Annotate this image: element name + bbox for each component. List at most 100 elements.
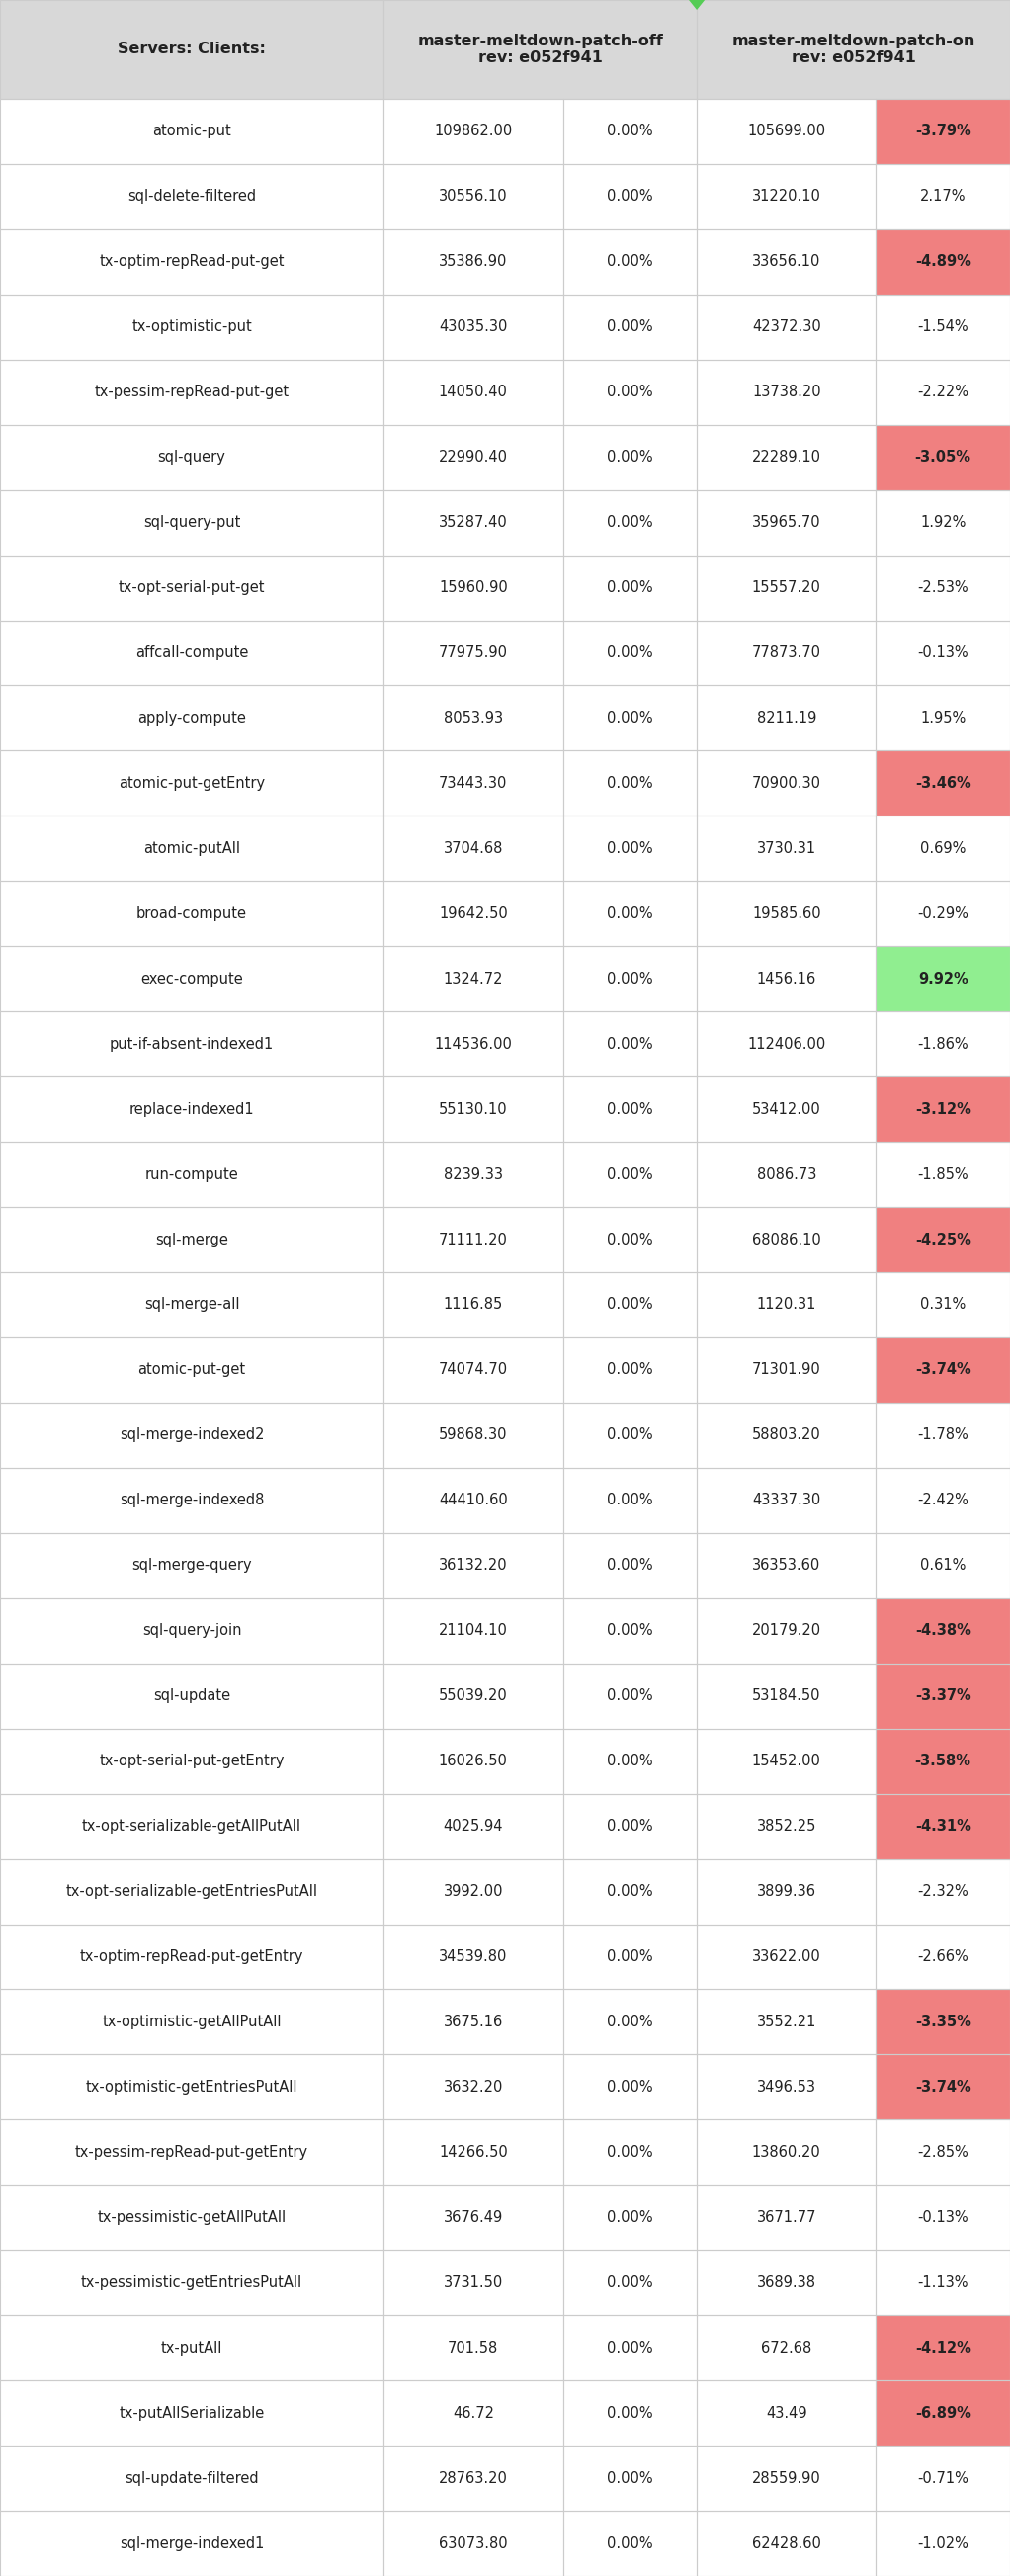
Text: 1456.16: 1456.16 <box>756 971 816 987</box>
Bar <box>563 1273 697 1337</box>
Bar <box>384 165 563 229</box>
Text: -1.13%: -1.13% <box>918 2275 969 2290</box>
Bar <box>563 1728 697 1793</box>
Bar <box>697 1468 876 1533</box>
Bar <box>563 1401 697 1468</box>
Text: 36132.20: 36132.20 <box>438 1558 508 1574</box>
Bar <box>697 1468 876 1533</box>
Bar <box>563 685 697 750</box>
Bar <box>563 1012 697 1077</box>
Bar <box>0 229 384 294</box>
Bar <box>384 2445 563 2512</box>
Text: 4025.94: 4025.94 <box>443 1819 503 1834</box>
Bar <box>876 1924 1010 1989</box>
Text: 0.00%: 0.00% <box>607 711 652 726</box>
Text: -4.25%: -4.25% <box>915 1231 972 1247</box>
Bar <box>697 685 876 750</box>
Bar <box>563 945 697 1012</box>
Bar <box>876 2445 1010 2512</box>
Bar <box>563 489 697 554</box>
Bar <box>563 1597 697 1664</box>
Bar <box>697 2316 876 2380</box>
Text: -1.78%: -1.78% <box>917 1427 969 1443</box>
Bar <box>876 1401 1010 1468</box>
Bar <box>876 1989 1010 2056</box>
Polygon shape <box>689 0 705 10</box>
Bar <box>563 1793 697 1860</box>
Text: tx-opt-serializable-getAllPutAll: tx-opt-serializable-getAllPutAll <box>82 1819 301 1834</box>
Bar <box>0 750 384 817</box>
Bar <box>563 621 697 685</box>
Text: 43.49: 43.49 <box>766 2406 807 2421</box>
Bar <box>384 1273 563 1337</box>
Text: 0.00%: 0.00% <box>607 2079 652 2094</box>
Bar <box>384 165 563 229</box>
Bar <box>563 425 697 489</box>
Bar <box>876 621 1010 685</box>
Bar <box>563 1664 697 1728</box>
Text: 30556.10: 30556.10 <box>438 188 508 204</box>
Bar <box>384 229 563 294</box>
Bar <box>0 1273 384 1337</box>
Text: 43035.30: 43035.30 <box>439 319 507 335</box>
Bar <box>563 1533 697 1597</box>
Text: 44410.60: 44410.60 <box>438 1494 508 1507</box>
Bar <box>697 1989 876 2056</box>
Bar <box>697 2249 876 2316</box>
Text: 701.58: 701.58 <box>447 2342 499 2354</box>
Text: 8211.19: 8211.19 <box>756 711 816 726</box>
Text: -2.42%: -2.42% <box>917 1494 969 1507</box>
Bar <box>876 1141 1010 1208</box>
Text: -0.13%: -0.13% <box>917 2210 969 2226</box>
Text: 8086.73: 8086.73 <box>756 1167 816 1182</box>
Bar <box>384 2184 563 2249</box>
Bar <box>697 817 876 881</box>
Bar <box>563 1337 697 1401</box>
Text: 1.95%: 1.95% <box>920 711 966 726</box>
Bar <box>0 2120 384 2184</box>
Bar <box>563 1924 697 1989</box>
Text: tx-opt-serial-put-getEntry: tx-opt-serial-put-getEntry <box>99 1754 285 1770</box>
Bar <box>563 881 697 945</box>
Bar <box>876 489 1010 554</box>
Text: sql-merge-all: sql-merge-all <box>144 1298 239 1311</box>
Bar <box>697 1924 876 1989</box>
Text: -3.37%: -3.37% <box>915 1687 971 1703</box>
Bar <box>384 489 563 554</box>
Bar <box>876 2249 1010 2316</box>
Bar <box>697 1208 876 1273</box>
Bar <box>384 945 563 1012</box>
Text: -2.22%: -2.22% <box>917 384 969 399</box>
Bar <box>876 817 1010 881</box>
Text: 13738.20: 13738.20 <box>752 384 821 399</box>
Text: 0.00%: 0.00% <box>607 2406 652 2421</box>
Bar <box>876 750 1010 817</box>
Text: 0.00%: 0.00% <box>607 1167 652 1182</box>
Text: -0.71%: -0.71% <box>917 2470 969 2486</box>
Bar <box>876 817 1010 881</box>
Bar <box>0 229 384 294</box>
Text: -4.38%: -4.38% <box>915 1623 972 1638</box>
Bar <box>0 489 384 554</box>
Bar <box>563 165 697 229</box>
Text: 68086.10: 68086.10 <box>752 1231 821 1247</box>
Bar <box>0 2184 384 2249</box>
Bar <box>876 2184 1010 2249</box>
Text: 0.00%: 0.00% <box>607 2535 652 2550</box>
Bar <box>697 1077 876 1141</box>
Bar <box>384 1989 563 2056</box>
Bar <box>384 1533 563 1597</box>
Bar <box>563 2380 697 2445</box>
Bar <box>384 425 563 489</box>
Bar <box>563 1141 697 1208</box>
Bar <box>876 1597 1010 1664</box>
Bar <box>876 1664 1010 1728</box>
Bar <box>563 2249 697 2316</box>
Text: atomic-put-getEntry: atomic-put-getEntry <box>118 775 265 791</box>
Text: tx-opt-serial-put-get: tx-opt-serial-put-get <box>118 580 266 595</box>
Text: 35287.40: 35287.40 <box>438 515 508 531</box>
Bar <box>0 1924 384 1989</box>
Bar <box>384 554 563 621</box>
Text: -3.74%: -3.74% <box>915 1363 971 1378</box>
Bar <box>697 1401 876 1468</box>
